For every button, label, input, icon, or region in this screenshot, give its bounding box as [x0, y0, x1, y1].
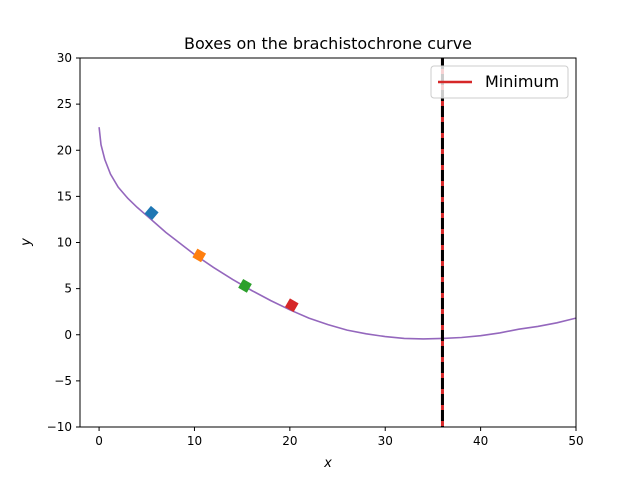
y-axis-label: y	[19, 238, 34, 247]
y-tick-label: 5	[64, 282, 72, 296]
legend-box	[430, 65, 569, 99]
y-tick-label: −5	[54, 374, 72, 388]
x-tick-label: 0	[95, 434, 103, 448]
y-tick-label: 30	[57, 51, 72, 65]
x-tick-label: 20	[282, 434, 297, 448]
brachistochrone-curve	[98, 127, 576, 340]
y-tick-label: −10	[47, 420, 72, 434]
y-tick-label: 10	[57, 236, 72, 250]
legend-label-minimum: Minimum	[485, 72, 559, 91]
y-tick-label: 0	[64, 328, 72, 342]
box-1	[144, 205, 159, 221]
y-tick-label: 15	[57, 189, 72, 203]
box-3	[238, 279, 252, 293]
x-tick-label: 50	[568, 434, 583, 448]
y-tick-label: 25	[57, 97, 72, 111]
x-tick-label: 30	[378, 434, 393, 448]
y-tick-label: 20	[57, 143, 72, 157]
x-tick-label: 10	[187, 434, 202, 448]
chart-title: Boxes on the brachistochrone curve	[184, 34, 472, 53]
x-tick-label: 40	[473, 434, 488, 448]
x-axis-label: x	[323, 456, 332, 471]
legend: Minimum	[430, 65, 569, 99]
box-2	[192, 248, 207, 263]
box-4	[284, 298, 299, 313]
